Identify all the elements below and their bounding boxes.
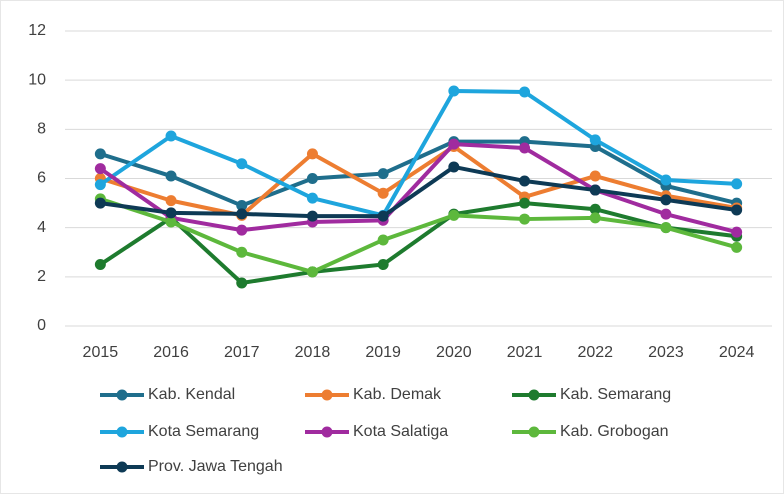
- x-tick-label: 2017: [224, 344, 260, 361]
- legend-label: Kab. Kendal: [148, 386, 235, 403]
- data-point: [519, 86, 531, 98]
- legend-label: Kab. Demak: [353, 386, 442, 403]
- y-tick-label: 0: [37, 317, 46, 334]
- y-tick-label: 8: [37, 121, 46, 138]
- data-point: [731, 204, 743, 216]
- data-point: [731, 178, 743, 190]
- series-line: [100, 164, 737, 219]
- data-point: [236, 200, 248, 212]
- data-point: [731, 241, 743, 253]
- data-point: [377, 259, 389, 271]
- data-point: [94, 163, 106, 175]
- data-point: [519, 142, 531, 154]
- data-point: [660, 174, 672, 186]
- y-tick-label: 2: [37, 268, 46, 285]
- data-point: [660, 208, 672, 220]
- data-point: [165, 170, 177, 182]
- x-tick-label: 2015: [83, 344, 119, 361]
- data-point: [165, 130, 177, 142]
- data-point: [448, 209, 460, 221]
- data-point: [236, 158, 248, 170]
- data-point: [165, 216, 177, 228]
- data-point: [731, 226, 743, 238]
- data-point: [94, 197, 106, 209]
- data-point: [94, 148, 106, 160]
- x-tick-label: 2020: [436, 344, 472, 361]
- data-point: [377, 187, 389, 199]
- x-tick-label: 2023: [648, 344, 684, 361]
- data-point: [236, 208, 248, 220]
- data-point: [306, 148, 318, 160]
- data-point: [306, 192, 318, 204]
- legend-marker: [528, 389, 540, 401]
- data-point: [448, 138, 460, 150]
- y-tick-label: 10: [28, 71, 46, 88]
- data-point: [589, 212, 601, 224]
- x-tick-label: 2022: [577, 344, 613, 361]
- series-line: [99, 144, 737, 218]
- data-point: [589, 203, 601, 215]
- x-tick-label: 2016: [153, 344, 189, 361]
- data-point: [377, 234, 389, 246]
- legend-marker: [321, 389, 333, 401]
- legend-marker: [116, 389, 128, 401]
- data-point: [519, 197, 531, 209]
- data-point: [94, 259, 106, 271]
- data-point: [165, 207, 177, 219]
- legend-marker: [321, 426, 333, 438]
- data-point: [377, 210, 389, 222]
- legend-marker: [116, 461, 128, 473]
- data-point: [236, 224, 248, 236]
- legend-marker: [528, 426, 540, 438]
- data-point: [589, 184, 601, 196]
- data-point: [660, 222, 672, 234]
- legend-label: Prov. Jawa Tengah: [148, 458, 283, 475]
- data-point: [94, 179, 106, 191]
- data-point: [660, 194, 672, 206]
- data-point: [519, 213, 531, 225]
- data-point: [306, 173, 318, 184]
- data-point: [306, 266, 318, 278]
- data-point: [519, 175, 531, 187]
- x-tick-label: 2024: [719, 344, 755, 361]
- y-tick-label: 4: [37, 219, 46, 236]
- series-line: [99, 88, 737, 218]
- data-point: [236, 246, 248, 258]
- x-tick-label: 2019: [365, 344, 401, 361]
- data-point: [306, 210, 318, 222]
- series-line: [99, 142, 738, 235]
- data-point: [377, 168, 389, 180]
- data-point: [589, 170, 601, 182]
- series-line: [99, 139, 738, 208]
- legend-label: Kab. Semarang: [560, 386, 671, 403]
- legend-label: Kab. Grobogan: [560, 423, 669, 440]
- legend-label: Kota Semarang: [148, 423, 259, 440]
- y-tick-label: 12: [28, 22, 46, 39]
- x-tick-label: 2021: [507, 344, 543, 361]
- x-tick-label: 2018: [295, 344, 331, 361]
- y-tick-label: 6: [37, 170, 46, 187]
- legend-label: Kota Salatiga: [353, 423, 448, 440]
- data-point: [448, 85, 460, 97]
- data-point: [589, 134, 601, 146]
- series-line: [99, 201, 737, 285]
- series-line: [99, 197, 738, 274]
- data-point: [236, 277, 248, 289]
- data-point: [448, 161, 460, 173]
- legend-marker: [116, 426, 128, 438]
- data-point: [165, 195, 177, 207]
